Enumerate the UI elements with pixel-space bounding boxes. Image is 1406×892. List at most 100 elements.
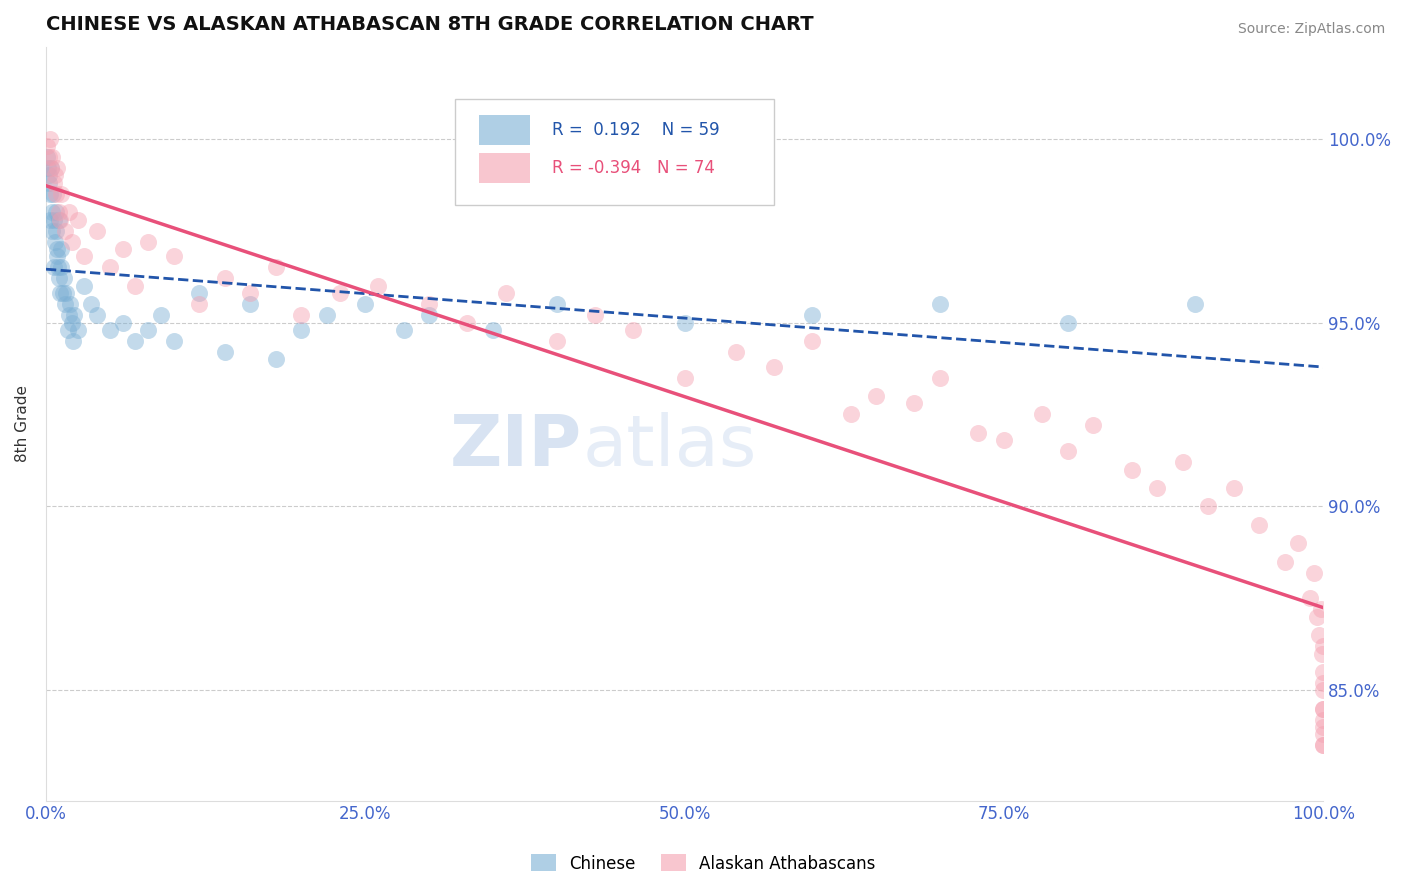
Point bbox=[418, 297, 440, 311]
Point bbox=[136, 323, 159, 337]
Point bbox=[38, 150, 60, 164]
Point bbox=[1310, 647, 1333, 661]
Point bbox=[62, 334, 84, 348]
Point bbox=[41, 150, 63, 164]
Point bbox=[49, 242, 72, 256]
Point bbox=[58, 205, 80, 219]
Point bbox=[53, 297, 76, 311]
Point bbox=[42, 186, 65, 201]
Point bbox=[86, 308, 108, 322]
Text: R =  0.192    N = 59: R = 0.192 N = 59 bbox=[551, 121, 720, 139]
Point bbox=[66, 323, 89, 337]
Point bbox=[290, 308, 312, 322]
Point bbox=[1312, 727, 1334, 741]
Point bbox=[1184, 297, 1206, 311]
Point bbox=[264, 260, 287, 275]
Point bbox=[55, 286, 77, 301]
Point bbox=[188, 286, 211, 301]
Point bbox=[45, 223, 67, 237]
Point bbox=[163, 249, 186, 263]
Point bbox=[38, 131, 60, 145]
Point bbox=[136, 235, 159, 249]
Point bbox=[1308, 628, 1330, 642]
Point bbox=[58, 308, 80, 322]
Point bbox=[38, 169, 60, 183]
Point bbox=[45, 249, 67, 263]
Point bbox=[1146, 481, 1168, 495]
Point bbox=[42, 212, 65, 227]
Point bbox=[38, 186, 60, 201]
Point bbox=[124, 334, 146, 348]
Point bbox=[329, 286, 352, 301]
Point bbox=[73, 249, 96, 263]
Point bbox=[1222, 481, 1244, 495]
Point bbox=[60, 316, 83, 330]
Point bbox=[1299, 591, 1322, 606]
Point bbox=[1312, 676, 1334, 690]
Point bbox=[456, 316, 478, 330]
Point bbox=[46, 260, 69, 275]
Point bbox=[56, 323, 79, 337]
Point bbox=[39, 212, 62, 227]
Point bbox=[124, 278, 146, 293]
Point bbox=[1312, 639, 1334, 653]
Point bbox=[45, 186, 67, 201]
Point bbox=[495, 286, 517, 301]
Point bbox=[111, 316, 134, 330]
Point bbox=[53, 223, 76, 237]
Point bbox=[39, 161, 62, 175]
Y-axis label: 8th Grade: 8th Grade bbox=[15, 385, 30, 462]
Point bbox=[583, 308, 606, 322]
Point bbox=[929, 370, 952, 384]
Point bbox=[546, 334, 568, 348]
Point bbox=[1056, 444, 1078, 458]
Point bbox=[673, 370, 696, 384]
Point bbox=[1312, 713, 1334, 727]
Point bbox=[188, 297, 211, 311]
Point bbox=[1171, 455, 1194, 469]
Point bbox=[1312, 739, 1334, 753]
Text: ZIP: ZIP bbox=[450, 412, 582, 481]
Point bbox=[354, 297, 377, 311]
Point bbox=[49, 212, 72, 227]
Point bbox=[79, 297, 101, 311]
Point bbox=[73, 278, 96, 293]
Point bbox=[46, 242, 69, 256]
Point bbox=[865, 389, 887, 403]
Point bbox=[163, 334, 186, 348]
Point bbox=[41, 205, 63, 219]
Point bbox=[1056, 316, 1078, 330]
Point bbox=[1121, 462, 1143, 476]
Point bbox=[214, 345, 236, 359]
Point bbox=[48, 205, 70, 219]
Point bbox=[392, 323, 415, 337]
Point bbox=[38, 176, 60, 190]
Point bbox=[42, 176, 65, 190]
Point bbox=[1083, 418, 1105, 433]
Point bbox=[1197, 500, 1219, 514]
Point bbox=[1031, 408, 1053, 422]
Point bbox=[724, 345, 747, 359]
Point bbox=[44, 235, 66, 249]
Text: R = -0.394   N = 74: R = -0.394 N = 74 bbox=[551, 159, 714, 177]
Point bbox=[482, 323, 505, 337]
Text: CHINESE VS ALASKAN ATHABASCAN 8TH GRADE CORRELATION CHART: CHINESE VS ALASKAN ATHABASCAN 8TH GRADE … bbox=[46, 15, 814, 34]
Point bbox=[762, 359, 785, 374]
Legend: Chinese, Alaskan Athabascans: Chinese, Alaskan Athabascans bbox=[524, 847, 882, 880]
Point bbox=[316, 308, 339, 322]
Point bbox=[239, 297, 262, 311]
Text: Source: ZipAtlas.com: Source: ZipAtlas.com bbox=[1237, 22, 1385, 37]
Point bbox=[37, 150, 59, 164]
Point bbox=[98, 323, 121, 337]
Point bbox=[1312, 701, 1334, 715]
Point bbox=[51, 260, 73, 275]
Point bbox=[1312, 701, 1334, 715]
Point bbox=[903, 396, 925, 410]
Point bbox=[214, 271, 236, 285]
Point bbox=[39, 161, 62, 175]
Point bbox=[37, 139, 59, 153]
Point bbox=[623, 323, 645, 337]
Point bbox=[1312, 683, 1334, 698]
Point bbox=[967, 425, 990, 440]
Point bbox=[66, 212, 89, 227]
